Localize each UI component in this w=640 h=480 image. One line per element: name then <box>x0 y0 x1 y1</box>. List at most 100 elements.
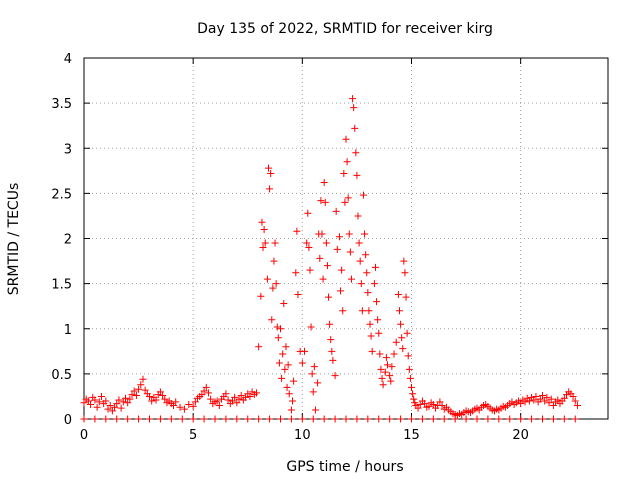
data-point <box>124 415 132 423</box>
data-point <box>388 363 396 371</box>
x-tick-label: 15 <box>403 428 420 443</box>
data-point <box>549 401 557 409</box>
data-point <box>124 399 132 407</box>
data-point <box>340 170 348 178</box>
data-point <box>314 379 322 387</box>
data-point <box>135 385 143 393</box>
data-point <box>374 316 382 324</box>
data-point <box>287 415 295 423</box>
data-point <box>326 320 334 328</box>
data-point <box>282 343 290 351</box>
data-point <box>289 397 297 405</box>
data-point <box>126 395 134 403</box>
data-point <box>404 352 412 360</box>
data-point <box>93 403 101 411</box>
data-point <box>332 207 340 215</box>
data-point <box>95 398 103 406</box>
data-point <box>381 368 389 376</box>
data-point <box>211 415 219 423</box>
data-point <box>237 392 245 400</box>
x-tick-labels: 0 5 10 15 20 <box>80 428 529 443</box>
y-tick-labels: 0 0.5 1 1.5 2 2.5 3 3.5 4 <box>51 52 72 428</box>
data-point <box>495 415 503 423</box>
data-point <box>401 269 409 277</box>
data-point <box>185 401 193 409</box>
x-tick-label: 0 <box>80 428 88 443</box>
data-point <box>290 377 298 385</box>
data-point <box>159 392 167 400</box>
data-point <box>338 266 346 274</box>
data-point <box>352 149 360 157</box>
data-point <box>139 375 147 383</box>
data-point <box>368 347 376 355</box>
data-point <box>375 415 383 423</box>
data-point <box>342 415 350 423</box>
data-point <box>287 406 295 414</box>
data-points <box>80 95 581 423</box>
data-point <box>242 393 250 401</box>
data-point <box>233 399 241 407</box>
data-point <box>281 365 289 373</box>
data-point <box>222 390 230 398</box>
data-point <box>318 230 326 238</box>
data-point <box>141 386 149 394</box>
data-point <box>517 415 525 423</box>
data-point <box>152 396 160 404</box>
data-point <box>402 293 410 301</box>
data-point <box>375 329 383 337</box>
data-point <box>146 392 153 400</box>
data-point <box>403 329 411 337</box>
data-point <box>261 239 269 247</box>
data-point <box>400 257 408 265</box>
data-point <box>303 239 311 247</box>
data-point <box>323 262 331 270</box>
data-point <box>473 415 481 423</box>
data-point <box>260 225 268 233</box>
data-point <box>429 401 437 409</box>
data-point <box>280 299 288 307</box>
data-point <box>137 381 145 389</box>
data-point <box>285 390 293 398</box>
data-point <box>506 415 514 423</box>
data-point <box>347 275 355 283</box>
data-point <box>266 415 274 423</box>
y-tick-label: 1.5 <box>51 278 72 293</box>
data-point <box>91 396 99 404</box>
data-point <box>353 415 361 423</box>
data-point <box>560 415 568 423</box>
data-point <box>390 350 398 358</box>
data-point <box>440 415 448 423</box>
data-point <box>353 171 361 179</box>
data-point <box>102 415 110 423</box>
data-point <box>569 392 577 400</box>
data-point <box>200 387 208 395</box>
data-point <box>255 343 263 351</box>
data-point <box>252 389 260 397</box>
data-point <box>80 415 88 423</box>
data-point <box>408 415 415 423</box>
data-point <box>571 397 579 405</box>
data-point <box>397 320 405 328</box>
data-point <box>549 415 557 423</box>
data-point <box>269 284 277 292</box>
data-point <box>294 290 302 298</box>
data-point <box>329 356 337 364</box>
data-point <box>207 395 215 403</box>
data-point <box>346 248 354 256</box>
data-point <box>189 402 197 410</box>
data-point <box>528 415 536 423</box>
data-point <box>373 298 381 306</box>
data-point <box>383 361 391 369</box>
data-point <box>128 391 136 399</box>
data-point <box>308 370 316 378</box>
data-point <box>97 392 105 400</box>
data-point <box>397 415 405 423</box>
y-tick-label: 3 <box>64 142 72 157</box>
data-point <box>272 280 280 288</box>
data-point <box>409 390 417 398</box>
data-point <box>342 135 350 143</box>
data-point <box>429 415 437 423</box>
data-point <box>84 397 92 405</box>
data-point <box>132 392 140 400</box>
data-point <box>156 388 164 396</box>
